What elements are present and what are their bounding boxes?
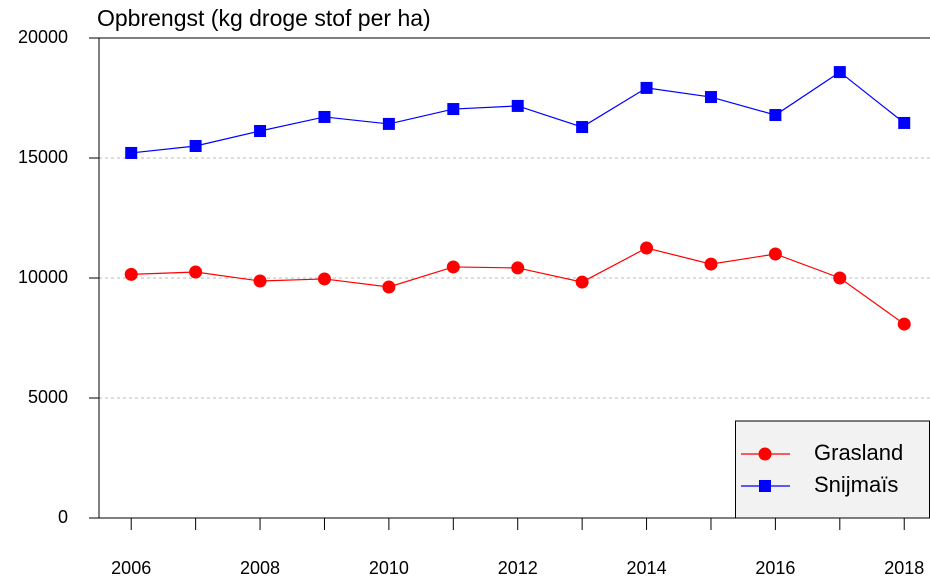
marker — [576, 121, 589, 134]
y-tick-label: 0 — [58, 507, 68, 527]
marker — [446, 260, 460, 274]
marker — [317, 272, 331, 286]
marker — [124, 267, 138, 281]
chart-title: Opbrengst (kg droge stof per ha) — [97, 5, 431, 31]
marker — [189, 140, 202, 152]
y-tick-label: 20000 — [18, 27, 68, 47]
y-tick-label: 5000 — [28, 387, 68, 407]
legend-marker — [758, 447, 772, 461]
series-line — [131, 247, 905, 325]
marker — [575, 275, 589, 289]
legend-box — [735, 420, 930, 519]
x-tick-label: 2008 — [240, 558, 280, 578]
marker — [704, 257, 718, 271]
marker — [382, 280, 396, 294]
x-tick-label: 2016 — [755, 558, 795, 578]
legend-label: Snijmaïs — [814, 472, 898, 497]
marker — [768, 247, 782, 261]
y-tick-label: 10000 — [18, 267, 68, 287]
marker — [254, 125, 267, 137]
x-tick-label: 2014 — [627, 558, 667, 578]
marker — [704, 91, 717, 104]
x-tick-label: 2010 — [369, 558, 409, 578]
y-tick-label: 15000 — [18, 147, 68, 167]
marker — [318, 110, 331, 123]
legend-marker — [759, 480, 771, 492]
legend: Grasland Snijmaïs — [735, 420, 930, 519]
x-tick-label: 2012 — [498, 558, 538, 578]
marker — [769, 109, 782, 122]
series-line — [131, 71, 905, 154]
x-tick-label: 2006 — [111, 558, 151, 578]
marker — [447, 103, 460, 116]
marker — [833, 271, 847, 285]
marker — [189, 265, 203, 279]
marker — [897, 317, 911, 331]
marker — [640, 241, 654, 255]
marker — [382, 117, 395, 130]
marker — [253, 274, 267, 288]
x-tick-label: 2018 — [884, 558, 924, 578]
marker — [511, 261, 525, 275]
marker — [833, 66, 846, 79]
marker — [898, 116, 911, 129]
marker — [511, 99, 524, 112]
marker — [125, 146, 138, 159]
marker — [640, 81, 653, 94]
legend-label: Grasland — [814, 440, 903, 465]
